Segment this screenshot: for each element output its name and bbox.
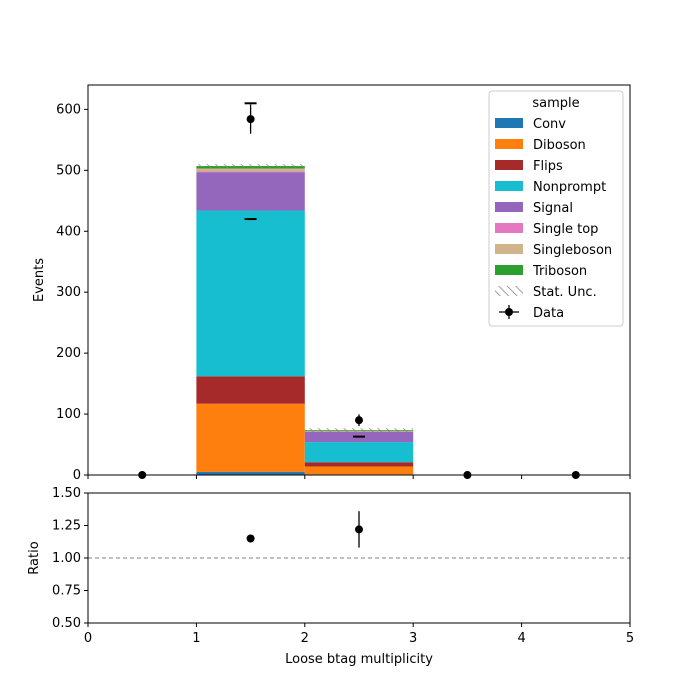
legend-label: Stat. Unc. bbox=[533, 285, 597, 300]
legend-label: Single top bbox=[533, 222, 598, 237]
legend-swatch bbox=[495, 202, 523, 212]
legend-label: Data bbox=[533, 306, 564, 321]
bar-flips bbox=[196, 376, 305, 404]
main-frame bbox=[87, 84, 631, 476]
bar-singleboson bbox=[196, 168, 305, 172]
legend-swatch bbox=[495, 244, 523, 254]
legend-label: Nonprompt bbox=[533, 180, 606, 195]
y-axis-label: Events bbox=[32, 258, 47, 302]
y-tick-label: 100 bbox=[56, 407, 81, 422]
legend-label: Flips bbox=[533, 159, 563, 174]
ratio-y-tick-label: 1.25 bbox=[52, 519, 81, 534]
data-point bbox=[246, 115, 255, 124]
main-plot: 0 100 200 300 400 500 600 Events bbox=[32, 84, 631, 483]
ratio-y-tick-label: 0.50 bbox=[52, 616, 81, 631]
y-tick-label: 600 bbox=[56, 102, 81, 117]
y-tick-label: 0 bbox=[73, 468, 81, 483]
ratio-x-tick-label: 1 bbox=[192, 631, 200, 646]
ratio-x-tick-label: 2 bbox=[301, 631, 309, 646]
legend-title: sample bbox=[532, 96, 579, 111]
ratio-y-tick-label: 1.00 bbox=[52, 551, 81, 566]
ratio-y-tick-label: 0.75 bbox=[52, 584, 81, 599]
y-tick-label: 400 bbox=[56, 224, 81, 239]
legend-swatch bbox=[495, 223, 523, 233]
stat-unc-band bbox=[196, 164, 305, 169]
y-tick-label: 500 bbox=[56, 163, 81, 178]
legend-swatch bbox=[495, 118, 523, 128]
ratio-x-tick-label: 5 bbox=[626, 631, 634, 646]
legend-data-marker bbox=[505, 308, 513, 316]
legend-label: Triboson bbox=[532, 264, 587, 279]
bar-nonprompt bbox=[196, 210, 305, 377]
bar-diboson bbox=[196, 403, 305, 472]
legend-swatch bbox=[495, 160, 523, 170]
stat-unc-band bbox=[304, 428, 414, 433]
ratio-point bbox=[246, 534, 255, 543]
legend-swatch-stat-unc bbox=[495, 286, 523, 296]
legend-label: Conv bbox=[533, 117, 566, 132]
bar-diboson bbox=[304, 466, 414, 475]
bar-flips bbox=[304, 462, 414, 467]
ratio-plot: 0.50 0.75 1.00 1.25 1.50 0 1 2 3 4 5 Loose btag mul… bbox=[27, 486, 634, 667]
bar-single-top bbox=[196, 171, 305, 173]
ratio-point bbox=[355, 525, 363, 534]
legend-label: Diboson bbox=[533, 138, 586, 153]
ratio-x-tick-label: 0 bbox=[84, 631, 92, 646]
legend-swatch bbox=[495, 181, 523, 191]
legend-swatch bbox=[495, 139, 523, 149]
legend-label: Singleboson bbox=[533, 243, 612, 258]
ratio-x-tick-label: 3 bbox=[409, 631, 417, 646]
bar-signal bbox=[196, 172, 305, 211]
ratio-y-tick-label: 1.50 bbox=[52, 486, 81, 501]
ratio-x-tick-label: 4 bbox=[517, 631, 525, 646]
y-tick-label: 300 bbox=[56, 285, 81, 300]
bar-conv bbox=[196, 471, 305, 475]
ratio-y-axis-label: Ratio bbox=[27, 541, 42, 574]
y-tick-label: 200 bbox=[56, 346, 81, 361]
legend: sample Conv Diboson Flips Nonprompt Signal Sin… bbox=[488, 90, 624, 327]
legend-swatch bbox=[495, 265, 523, 275]
legend-label: Signal bbox=[533, 201, 573, 216]
bar-nonprompt bbox=[304, 442, 414, 463]
x-axis-label: Loose btag multiplicity bbox=[285, 652, 433, 667]
data-point bbox=[355, 416, 363, 425]
